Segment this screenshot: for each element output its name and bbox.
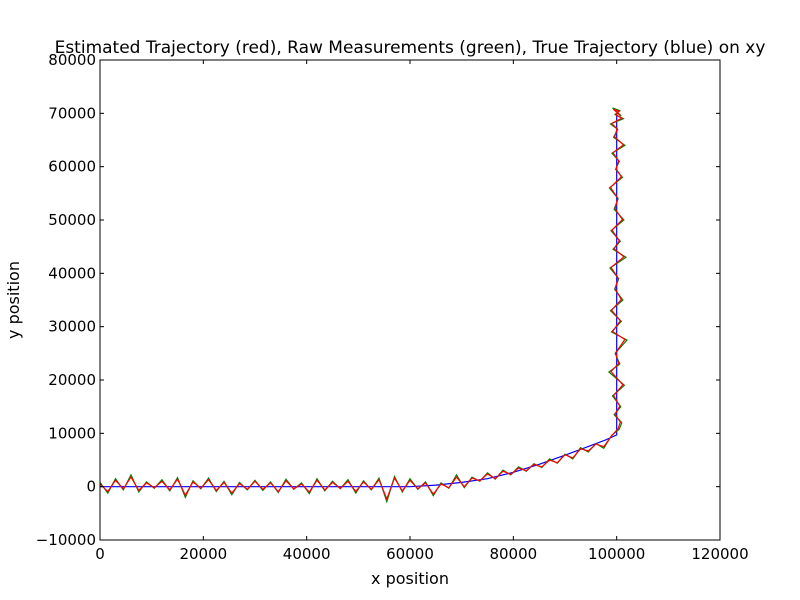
y-tick-label: 0 — [86, 478, 96, 496]
y-tick-label: 70000 — [48, 104, 96, 122]
y-tick-label: −10000 — [36, 531, 96, 549]
plot-area: 0 20000 40000 60000 80000 100000 120000 −10000… — [36, 51, 749, 563]
y-axis-ticks: −10000 0 10000 20000 30000 40000 50000 60000 700… — [36, 51, 720, 549]
y-tick-label: 30000 — [48, 318, 96, 336]
y-tick-label: 50000 — [48, 211, 96, 229]
series-layer — [100, 107, 628, 504]
x-axis-ticks: 0 20000 40000 60000 80000 100000 120000 — [95, 60, 749, 563]
y-tick-label: 80000 — [48, 51, 96, 69]
x-tick-label: 120000 — [691, 545, 748, 563]
chart-title: Estimated Trajectory (red), Raw Measurem… — [55, 38, 766, 58]
x-tick-label: 0 — [95, 545, 105, 563]
series-line-2 — [100, 109, 626, 501]
x-tick-label: 20000 — [179, 545, 227, 563]
y-tick-label: 40000 — [48, 264, 96, 282]
y-tick-label: 60000 — [48, 158, 96, 176]
y-tick-label: 10000 — [48, 424, 96, 442]
x-tick-label: 100000 — [588, 545, 645, 563]
y-tick-label: 20000 — [48, 371, 96, 389]
series-line-0 — [100, 113, 618, 488]
x-tick-label: 80000 — [489, 545, 537, 563]
x-tick-label: 40000 — [283, 545, 331, 563]
x-tick-label: 60000 — [386, 545, 434, 563]
x-axis-label: x position — [371, 569, 449, 588]
y-axis-label: y position — [4, 261, 23, 339]
